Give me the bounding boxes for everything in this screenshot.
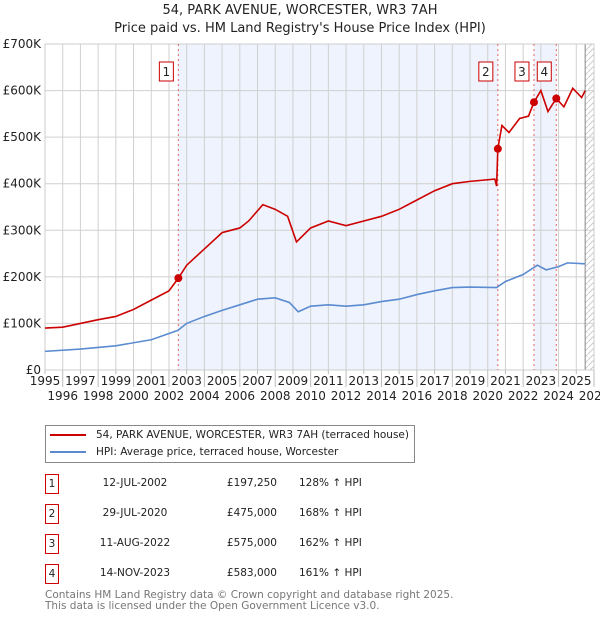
x-tick-label: 2017: [419, 374, 450, 388]
x-tick-label: 2019: [455, 374, 486, 388]
y-tick-label: £200K: [3, 270, 43, 284]
x-tick-label: 2002: [154, 389, 185, 403]
sale-marker-box: [478, 61, 494, 82]
y-tick-label: £0: [26, 363, 41, 377]
legend-item-property: 54, PARK AVENUE, WORCESTER, WR3 7AH (ter…: [50, 427, 409, 443]
chart-subtitle: Price paid vs. HM Land Registry's House …: [114, 21, 486, 36]
x-tick-label: 2007: [242, 374, 273, 388]
chart-title: 54, PARK AVENUE, WORCESTER, WR3 7AH: [162, 3, 438, 18]
sale-row: 4 14-NOV-2023 £583,000 161% ↑ HPI: [45, 564, 405, 586]
sale-number: 3: [45, 534, 59, 554]
x-tick-label: 2016: [402, 389, 433, 403]
x-tick-label: 2013: [349, 374, 380, 388]
sale-marker-box: [514, 61, 530, 82]
x-tick-label: 2001: [136, 374, 167, 388]
legend-label: 54, PARK AVENUE, WORCESTER, WR3 7AH (ter…: [96, 429, 409, 441]
series-line: [44, 262, 586, 353]
footer: Contains HM Land Registry data © Crown c…: [45, 590, 453, 612]
x-tick-label: 2011: [313, 374, 344, 388]
x-tick-label: 1995: [30, 374, 61, 388]
x-tick-label: 2015: [384, 374, 415, 388]
x-tick-label: 2009: [278, 374, 309, 388]
y-tick-label: £400K: [3, 177, 43, 191]
plot-border: [44, 43, 595, 371]
forecast-hatch: [585, 44, 594, 370]
x-tick-label: 2022: [508, 389, 539, 403]
sale-date: 14-NOV-2023: [99, 567, 171, 579]
sale-row: 3 11-AUG-2022 £575,000 162% ↑ HPI: [45, 534, 405, 556]
x-tick-label: 1996: [47, 389, 78, 403]
x-tick-label: 2024: [543, 389, 574, 403]
legend-swatch: [50, 434, 86, 436]
x-tick-label: 2018: [437, 389, 468, 403]
x-tick-label: 2012: [331, 389, 362, 403]
x-tick-label: 2020: [472, 389, 503, 403]
sale-period-shade: [533, 44, 557, 370]
sale-hpi: 162% ↑ HPI: [299, 537, 362, 549]
sale-price: £575,000: [226, 537, 277, 549]
footer-line: Contains HM Land Registry data © Crown c…: [45, 589, 454, 601]
y-tick-label: £500K: [3, 130, 43, 144]
y-tick-label: £700K: [3, 37, 43, 51]
x-tick-label: 2014: [366, 389, 397, 403]
y-tick-label: £600K: [3, 84, 43, 98]
sale-hpi: 161% ↑ HPI: [299, 567, 362, 579]
y-tick-label: £300K: [3, 223, 43, 237]
x-tick-label: 1998: [83, 389, 114, 403]
sale-point: [174, 274, 183, 283]
sale-row: 2 29-JUL-2020 £475,000 168% ↑ HPI: [45, 504, 405, 526]
x-tick-label: 2000: [118, 389, 149, 403]
sale-point: [529, 98, 538, 107]
sale-number: 4: [45, 564, 59, 584]
x-tick-label: 2003: [171, 374, 202, 388]
sale-date: 11-AUG-2022: [99, 537, 171, 549]
sale-number: 2: [45, 504, 59, 524]
legend-label: HPI: Average price, terraced house, Worc…: [96, 446, 339, 458]
x-tick-label: 2010: [295, 389, 326, 403]
sale-row: 1 12-JUL-2002 £197,250 128% ↑ HPI: [45, 474, 405, 496]
sale-marker-label: 2: [482, 65, 490, 79]
x-tick-label: 1999: [101, 374, 132, 388]
sale-hpi: 168% ↑ HPI: [299, 507, 362, 519]
legend-item-hpi: HPI: Average price, terraced house, Worc…: [50, 444, 338, 460]
y-tick-label: £100K: [3, 316, 43, 330]
x-tick-label: 2005: [207, 374, 238, 388]
sale-marker-box: [536, 61, 552, 82]
sale-marker-box: [158, 61, 174, 82]
footer-line: This data is licensed under the Open Gov…: [45, 600, 380, 612]
x-tick-label: 2006: [225, 389, 256, 403]
x-tick-label: 2023: [526, 374, 557, 388]
sale-hpi: 128% ↑ HPI: [299, 477, 362, 489]
legend: 54, PARK AVENUE, WORCESTER, WR3 7AH (ter…: [45, 425, 415, 463]
sale-period-shade: [178, 44, 498, 370]
x-tick-label: 2004: [189, 389, 220, 403]
x-tick-label: 2008: [260, 389, 291, 403]
sale-point: [552, 94, 561, 103]
legend-swatch: [50, 451, 86, 453]
sale-date: 12-JUL-2002: [102, 477, 168, 489]
chart: 1995199619971998199920002001200220032004…: [3, 37, 600, 403]
sale-date: 29-JUL-2020: [102, 507, 168, 519]
sale-marker-label: 3: [518, 65, 526, 79]
x-tick-label: 2021: [490, 374, 521, 388]
sale-marker-label: 4: [540, 65, 548, 79]
sale-price: £583,000: [226, 567, 277, 579]
sale-point: [493, 144, 502, 153]
sale-number: 1: [45, 474, 59, 494]
x-tick-label: 2026: [579, 389, 600, 403]
x-tick-label: 1997: [65, 374, 96, 388]
sale-marker-label: 1: [163, 65, 171, 79]
sale-price: £475,000: [226, 507, 277, 519]
x-tick-label: 2025: [561, 374, 592, 388]
sale-price: £197,250: [226, 477, 277, 489]
